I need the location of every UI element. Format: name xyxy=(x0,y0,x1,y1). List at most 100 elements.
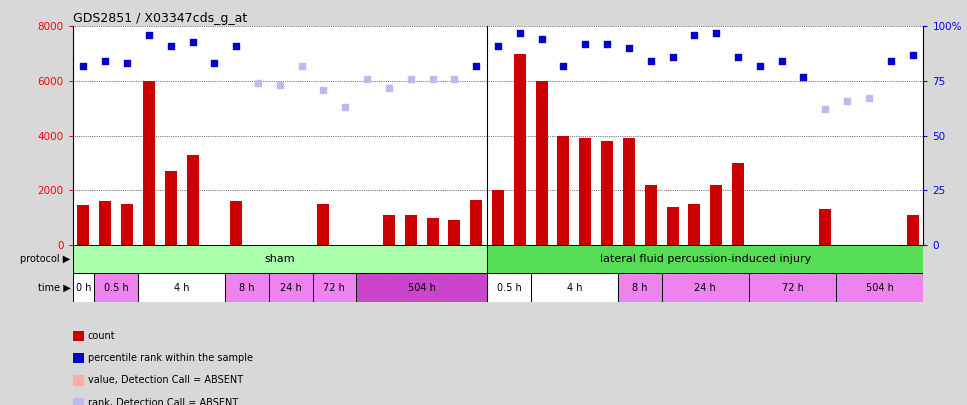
Text: protocol ▶: protocol ▶ xyxy=(20,254,71,264)
Bar xyxy=(645,185,657,245)
Bar xyxy=(73,245,487,273)
Bar xyxy=(531,273,618,302)
Bar xyxy=(907,215,919,245)
Bar xyxy=(470,200,483,245)
Bar xyxy=(557,136,570,245)
Point xyxy=(730,54,746,60)
Point xyxy=(905,51,921,58)
Bar xyxy=(579,139,591,245)
Bar xyxy=(426,217,439,245)
Point xyxy=(839,97,855,104)
Text: 4 h: 4 h xyxy=(174,283,190,292)
Text: count: count xyxy=(88,331,116,341)
Bar xyxy=(748,273,836,302)
Bar xyxy=(187,155,198,245)
Point xyxy=(687,32,702,38)
Point xyxy=(315,87,331,93)
Point xyxy=(709,30,724,36)
Point xyxy=(75,62,91,69)
Bar xyxy=(536,81,547,245)
Text: percentile rank within the sample: percentile rank within the sample xyxy=(88,353,253,363)
Point xyxy=(774,58,789,64)
Bar xyxy=(819,209,832,245)
Point xyxy=(381,84,396,91)
Bar xyxy=(836,273,923,302)
Bar xyxy=(601,141,613,245)
Text: value, Detection Call = ABSENT: value, Detection Call = ABSENT xyxy=(88,375,243,385)
Point xyxy=(250,80,266,86)
Bar xyxy=(492,190,504,245)
Bar xyxy=(138,273,225,302)
Text: 72 h: 72 h xyxy=(323,283,345,292)
Point xyxy=(883,58,898,64)
Bar xyxy=(77,205,89,245)
Point xyxy=(294,62,309,69)
Point xyxy=(577,40,593,47)
Text: 8 h: 8 h xyxy=(239,283,255,292)
Point xyxy=(796,73,811,80)
Text: 72 h: 72 h xyxy=(781,283,804,292)
Bar xyxy=(269,273,312,302)
Point xyxy=(141,32,157,38)
Point xyxy=(360,76,375,82)
Text: 24 h: 24 h xyxy=(694,283,717,292)
Point xyxy=(665,54,681,60)
Bar xyxy=(661,273,748,302)
Point xyxy=(447,76,462,82)
Bar xyxy=(732,163,744,245)
Text: 504 h: 504 h xyxy=(408,283,435,292)
Bar xyxy=(312,273,356,302)
Text: 8 h: 8 h xyxy=(632,283,648,292)
Bar xyxy=(356,273,487,302)
Text: rank, Detection Call = ABSENT: rank, Detection Call = ABSENT xyxy=(88,398,238,405)
Bar xyxy=(317,204,330,245)
Point xyxy=(643,58,659,64)
Point xyxy=(534,36,549,43)
Bar xyxy=(689,204,700,245)
Bar xyxy=(164,171,177,245)
Bar xyxy=(618,273,661,302)
Bar xyxy=(143,81,155,245)
Point xyxy=(98,58,113,64)
Bar xyxy=(710,185,722,245)
Point xyxy=(163,43,179,49)
Point xyxy=(119,60,134,67)
Bar xyxy=(405,215,417,245)
Point xyxy=(228,43,244,49)
Point xyxy=(403,76,419,82)
Text: 0 h: 0 h xyxy=(75,283,91,292)
Point xyxy=(621,45,636,51)
Point xyxy=(272,82,287,89)
Bar xyxy=(73,273,95,302)
Point xyxy=(490,43,506,49)
Text: 24 h: 24 h xyxy=(279,283,302,292)
Text: 4 h: 4 h xyxy=(567,283,582,292)
Bar xyxy=(95,273,138,302)
Point xyxy=(513,30,528,36)
Point xyxy=(185,38,200,45)
Point xyxy=(752,62,768,69)
Point xyxy=(337,104,353,111)
Text: GDS2851 / X03347cds_g_at: GDS2851 / X03347cds_g_at xyxy=(73,12,247,25)
Point xyxy=(817,106,833,113)
Bar xyxy=(513,53,526,245)
Bar xyxy=(487,245,923,273)
Text: 0.5 h: 0.5 h xyxy=(103,283,129,292)
Bar xyxy=(449,220,460,245)
Point xyxy=(600,40,615,47)
Bar xyxy=(100,201,111,245)
Point xyxy=(556,62,571,69)
Bar xyxy=(383,215,395,245)
Point xyxy=(468,62,484,69)
Bar xyxy=(623,139,635,245)
Bar xyxy=(225,273,269,302)
Text: 504 h: 504 h xyxy=(865,283,894,292)
Point xyxy=(862,95,877,102)
Text: lateral fluid percussion-induced injury: lateral fluid percussion-induced injury xyxy=(600,254,811,264)
Bar xyxy=(666,207,679,245)
Bar xyxy=(230,201,242,245)
Text: time ▶: time ▶ xyxy=(38,283,71,292)
Bar xyxy=(121,204,133,245)
Bar xyxy=(487,273,531,302)
Point xyxy=(207,60,222,67)
